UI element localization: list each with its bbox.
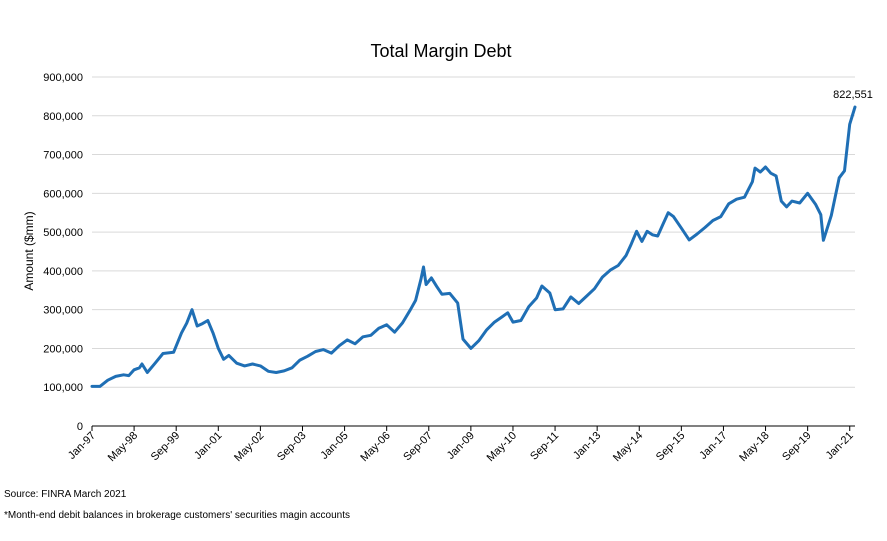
gridlines [92,76,855,388]
x-tick-label: May-10 [485,430,519,464]
y-axis-ticks: 0 100,000 200,000 300,000 400,000 500,000 600,… [43,72,83,433]
x-tick-label: Sep-11 [528,430,561,463]
x-tick-label: May-98 [106,430,140,464]
y-axis-title: Amount ($mm) [22,211,36,290]
y-tick-label: 500,000 [43,227,83,239]
footnote: *Month-end debit balances in brokerage c… [4,510,350,521]
series-line [90,105,857,388]
y-tick-label: 0 [77,421,83,433]
y-tick-label: 700,000 [43,150,83,162]
x-tick-label: May-06 [358,430,392,464]
x-tick-label: Sep-19 [780,430,814,464]
x-tick-label: Jan-05 [318,430,350,462]
x-tick-label: Sep-15 [654,430,688,464]
x-tick-label: May-02 [232,430,266,464]
x-tick-label: Jan-21 [824,430,856,462]
x-tick-label: Sep-07 [401,430,435,464]
x-tick-label: Jan-09 [445,430,477,462]
chart-title: Total Margin Debt [370,41,511,61]
x-tick-label: Jan-97 [66,430,98,462]
y-tick-label: 300,000 [43,305,83,317]
y-tick-label: 900,000 [43,72,83,84]
y-tick-label: 100,000 [43,382,83,394]
y-tick-label: 200,000 [43,343,83,355]
x-tick-label: Sep-99 [149,430,183,464]
x-tick-label: May-18 [737,430,771,464]
x-tick-label: Jan-17 [697,430,729,462]
x-tick-label: Jan-01 [192,430,224,462]
x-axis-ticks: Jan-97 May-98 Sep-99 Jan-01 May-02 Sep-03 Jan-… [66,426,856,464]
y-tick-label: 600,000 [43,188,83,200]
source-note: Source: FINRA March 2021 [4,489,127,500]
x-tick-label: May-14 [611,430,645,464]
y-tick-label: 400,000 [43,266,83,278]
last-value-annotation: 822,551 [833,89,873,101]
x-tick-label: Jan-13 [571,430,603,462]
y-tick-label: 800,000 [43,111,83,123]
x-tick-label: Sep-03 [275,430,309,464]
